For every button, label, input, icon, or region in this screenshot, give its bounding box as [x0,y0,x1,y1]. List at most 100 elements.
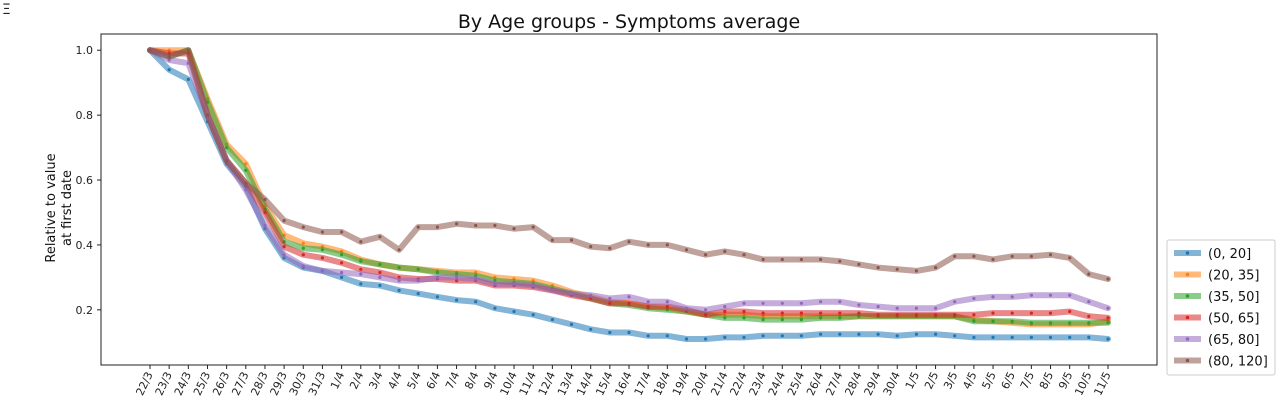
legend-label: (50, 65] [1208,312,1260,327]
x-tick-label: 1/4 [328,370,347,392]
data-point [742,335,746,339]
data-point [704,337,708,341]
data-point [934,306,938,310]
data-point [742,301,746,305]
data-point [282,245,286,249]
data-point [1048,253,1053,257]
y-tick-label: 1.0 [76,44,94,57]
data-point [761,334,765,338]
data-point [761,301,765,305]
y-tick-label: 0.8 [76,109,94,122]
data-point [263,210,267,215]
data-point [512,227,516,231]
x-tick-label: 25/3 [191,370,213,398]
legend-marker [1185,294,1190,298]
data-point [512,309,516,314]
data-point [359,240,363,244]
data-point [857,332,861,336]
x-tick-label: 11/4 [517,370,539,398]
data-point [512,282,516,286]
y-tick-label: 0.2 [76,304,94,317]
data-point [1087,314,1091,318]
data-point [301,241,305,245]
x-tick-label: 31/3 [306,370,328,398]
data-point [799,311,804,315]
x-axis: 22/323/324/325/326/327/328/329/330/331/3… [133,365,1114,398]
data-point [723,305,727,309]
data-point [608,301,612,305]
data-point [838,332,842,336]
data-point [723,335,727,339]
data-point [608,246,612,250]
legend-marker [1185,272,1190,277]
x-tick-label: 3/4 [366,370,385,392]
x-tick-label: 29/3 [268,370,290,398]
data-point [704,308,708,312]
data-point [914,313,919,317]
data-point [953,313,957,317]
data-point [320,230,324,234]
data-point [819,332,823,336]
menu-icon[interactable]: Ξ [2,2,11,18]
data-point [627,240,631,244]
x-tick-label: 30/4 [881,370,903,398]
x-tick-label: 14/4 [574,370,596,398]
data-point [435,270,439,275]
data-point [455,222,459,226]
data-point [205,113,210,117]
data-point [780,257,784,262]
data-point [359,259,363,263]
data-point [1029,254,1033,258]
x-tick-label: 26/3 [210,370,232,398]
legend-label: (20, 35] [1208,269,1260,284]
data-point [531,313,535,317]
data-point [838,259,842,263]
data-point [704,313,708,317]
data-point [340,253,344,257]
data-point [531,283,535,288]
data-point [704,253,708,257]
data-point [225,146,229,150]
x-tick-label: 28/3 [248,370,270,398]
data-point [838,311,842,315]
data-point [627,295,631,299]
data-point [953,300,957,304]
data-point [761,257,765,262]
data-point [244,162,248,166]
data-point [397,266,401,270]
data-point [1106,321,1110,325]
data-point [934,332,938,336]
data-point [723,309,727,314]
data-point [934,313,938,317]
data-point [646,300,650,304]
data-point [589,327,593,331]
data-point [569,322,574,326]
data-point [799,334,804,338]
data-point [1048,311,1053,315]
data-point [244,181,248,185]
data-point [550,238,555,242]
data-point [646,305,650,309]
x-tick-label: 3/5 [941,370,960,392]
data-point [244,168,248,172]
data-point [397,279,401,283]
data-point [282,219,286,223]
data-point [340,270,344,275]
legend-label: (80, 120] [1208,355,1268,370]
x-tick-label: 16/4 [612,370,634,398]
data-point [455,275,459,279]
data-point [895,334,899,338]
data-point [359,267,363,271]
y-tick-label: 0.6 [76,174,94,187]
data-point [1068,293,1072,297]
data-point [761,318,765,322]
data-point [1048,321,1053,325]
x-tick-label: 20/4 [689,370,711,398]
data-point [953,334,957,338]
x-tick-label: 12/4 [536,370,558,398]
data-point [972,313,976,317]
data-point [1048,293,1053,297]
data-point [1029,311,1033,315]
x-tick-label: 2/5 [922,370,941,392]
legend: (0, 20] (20, 35] (35, 50] (50, 65] (65, 80] (… [1166,239,1276,376]
